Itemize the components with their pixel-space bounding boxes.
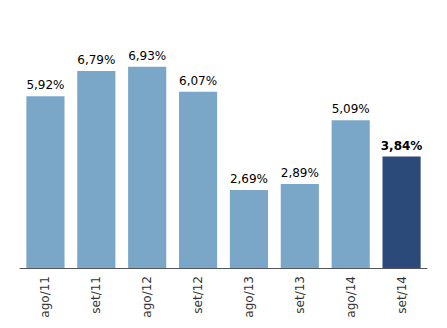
svg-text:5,09%: 5,09% <box>332 102 370 116</box>
svg-text:ago/11: ago/11 <box>38 276 52 318</box>
svg-text:2,89%: 2,89% <box>281 166 319 180</box>
svg-text:6,79%: 6,79% <box>77 53 115 67</box>
svg-text:set/12: set/12 <box>191 276 205 314</box>
svg-text:6,07%: 6,07% <box>179 74 217 88</box>
svg-text:3,84%: 3,84% <box>381 139 423 153</box>
svg-text:6,93%: 6,93% <box>128 49 166 63</box>
svg-text:2,69%: 2,69% <box>230 172 268 186</box>
svg-text:set/11: set/11 <box>89 276 103 314</box>
svg-text:5,92%: 5,92% <box>26 78 64 92</box>
svg-text:ago/12: ago/12 <box>140 276 154 318</box>
svg-text:set/13: set/13 <box>293 276 307 314</box>
svg-text:set/14: set/14 <box>395 276 409 314</box>
svg-text:ago/14: ago/14 <box>344 276 358 318</box>
svg-text:ago/13: ago/13 <box>242 276 256 318</box>
